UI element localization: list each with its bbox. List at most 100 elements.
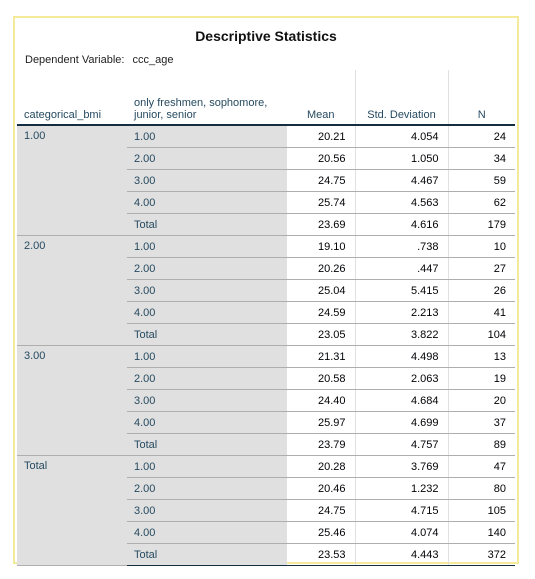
row-sub-label: 4.00 (127, 301, 287, 324)
cell-mean: 24.75 (287, 499, 355, 522)
cell-std-deviation: .738 (354, 235, 448, 258)
cell-mean: 20.26 (287, 257, 355, 280)
cell-n: 47 (447, 455, 515, 478)
cell-n: 20 (447, 389, 515, 412)
dependent-variable-label: Dependent Variable: (25, 54, 125, 66)
cell-n: 80 (447, 477, 515, 500)
row-group-label: 1.00 (17, 125, 127, 236)
row-sub-label: 3.00 (127, 499, 287, 522)
cell-std-deviation: 4.498 (354, 345, 448, 368)
cell-n: 24 (447, 125, 515, 148)
cell-std-deviation: 4.715 (354, 499, 448, 522)
table-row: Total 23.69 4.616 179 (17, 213, 515, 236)
header-class-year: only freshmen, sophomore, junior, senior (134, 97, 268, 121)
row-sub-label: 3.00 (127, 169, 287, 192)
cell-std-deviation: 4.684 (354, 389, 448, 412)
row-sub-label: 1.00 (127, 235, 287, 258)
cell-std-deviation: .447 (354, 257, 448, 280)
header-row: categorical_bmi only freshmen, sophomore… (17, 70, 515, 125)
row-sub-label: Total (127, 543, 287, 566)
cell-mean: 25.74 (287, 191, 355, 214)
row-sub-label: Total (127, 433, 287, 456)
cell-mean: 20.21 (287, 125, 355, 148)
cell-mean: 21.31 (287, 345, 355, 368)
table-row: 3.00 1.00 21.31 4.498 13 (17, 345, 515, 456)
row-sub-label: 3.00 (127, 279, 287, 302)
cell-std-deviation: 1.050 (354, 147, 448, 170)
cell-std-deviation: 4.074 (354, 521, 448, 544)
table-row: 4.00 24.59 2.213 41 (17, 301, 515, 324)
table-body: 1.00 1.00 20.21 4.054 24 2.00 20.56 1.050 34 3.00… (17, 125, 515, 566)
cell-n: 27 (447, 257, 515, 280)
cell-mean: 24.59 (287, 301, 355, 324)
row-sub-label: 4.00 (127, 191, 287, 214)
table-row: 3.00 25.04 5.415 26 (17, 279, 515, 302)
cell-mean: 19.10 (287, 235, 355, 258)
header-n: N (447, 70, 515, 125)
row-group-label: 3.00 (17, 345, 127, 456)
cell-std-deviation: 4.443 (354, 543, 448, 566)
dependent-variable-line: Dependent Variable: ccc_age (25, 54, 173, 66)
row-sub-label: 1.00 (127, 345, 287, 368)
table-title: Descriptive Statistics (195, 28, 337, 44)
cell-mean: 23.69 (287, 213, 355, 236)
output-table-frame[interactable]: Descriptive Statistics Dependent Variabl… (13, 16, 519, 566)
cell-std-deviation: 4.757 (354, 433, 448, 456)
cell-n: 37 (447, 411, 515, 434)
cell-mean: 24.40 (287, 389, 355, 412)
row-sub-label: 4.00 (127, 411, 287, 434)
table-row: Total 23.05 3.822 104 (17, 323, 515, 346)
cell-mean: 24.75 (287, 169, 355, 192)
table-row: 2.00 20.58 2.063 19 (17, 367, 515, 390)
cell-mean: 25.46 (287, 521, 355, 544)
header-std-deviation: Std. Deviation (354, 70, 448, 125)
table-row: 2.00 20.46 1.232 80 (17, 477, 515, 500)
row-sub-label: 2.00 (127, 147, 287, 170)
cell-std-deviation: 4.054 (354, 125, 448, 148)
cell-mean: 25.04 (287, 279, 355, 302)
cell-std-deviation: 4.467 (354, 169, 448, 192)
cell-std-deviation: 5.415 (354, 279, 448, 302)
cell-n: 13 (447, 345, 515, 368)
table-row: 2.00 20.56 1.050 34 (17, 147, 515, 170)
row-sub-label: 2.00 (127, 367, 287, 390)
cell-std-deviation: 1.232 (354, 477, 448, 500)
table-row: 4.00 25.46 4.074 140 (17, 521, 515, 544)
cell-std-deviation: 4.563 (354, 191, 448, 214)
row-group-label: 2.00 (17, 235, 127, 346)
cell-n: 104 (447, 323, 515, 346)
cell-std-deviation: 3.769 (354, 455, 448, 478)
cell-std-deviation: 4.699 (354, 411, 448, 434)
cell-mean: 20.46 (287, 477, 355, 500)
cell-mean: 25.97 (287, 411, 355, 434)
row-sub-label: 1.00 (127, 125, 287, 148)
cell-n: 62 (447, 191, 515, 214)
row-sub-label: Total (127, 213, 287, 236)
cell-mean: 23.05 (287, 323, 355, 346)
table-row: 1.00 1.00 20.21 4.054 24 (17, 125, 515, 236)
cell-std-deviation: 3.822 (354, 323, 448, 346)
table-row: 4.00 25.97 4.699 37 (17, 411, 515, 434)
table-row: Total 23.53 4.443 372 (17, 543, 515, 566)
cell-n: 10 (447, 235, 515, 258)
cell-n: 105 (447, 499, 515, 522)
cell-mean: 20.58 (287, 367, 355, 390)
table-row: 2.00 1.00 19.10.738 10 (17, 235, 515, 346)
cell-n: 372 (447, 543, 515, 566)
dependent-variable-value: ccc_age (132, 54, 174, 66)
row-sub-label: 2.00 (127, 477, 287, 500)
table-row: 3.00 24.75 4.467 59 (17, 169, 515, 192)
row-sub-label: 3.00 (127, 389, 287, 412)
table-row: 3.00 24.40 4.684 20 (17, 389, 515, 412)
descriptive-statistics-table: categorical_bmi only freshmen, sophomore… (17, 70, 515, 566)
cell-mean: 20.56 (287, 147, 355, 170)
row-sub-label: 4.00 (127, 521, 287, 544)
cell-n: 26 (447, 279, 515, 302)
row-group-label: Total (17, 455, 127, 566)
table-row: 2.00 20.26.447 27 (17, 257, 515, 280)
table-row: 3.00 24.75 4.715 105 (17, 499, 515, 522)
cell-std-deviation: 2.213 (354, 301, 448, 324)
table-row: 4.00 25.74 4.563 62 (17, 191, 515, 214)
row-sub-label: 2.00 (127, 257, 287, 280)
cell-n: 89 (447, 433, 515, 456)
